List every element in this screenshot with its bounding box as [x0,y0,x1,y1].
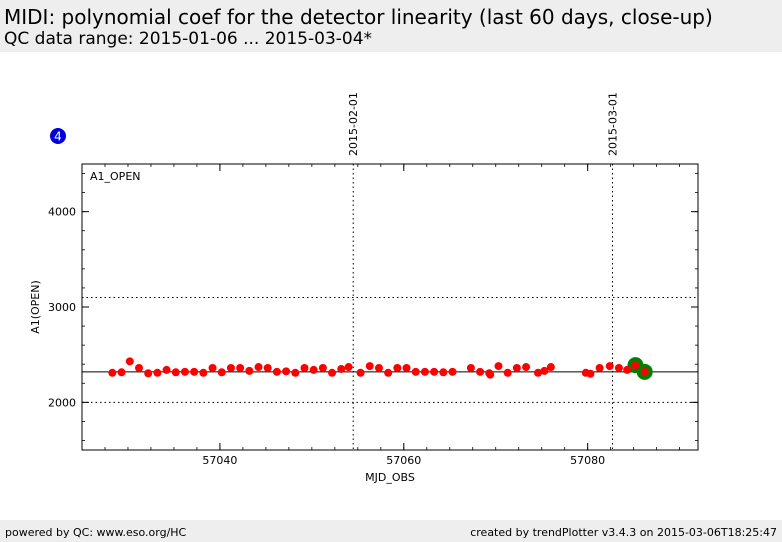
data-point [337,364,346,373]
footer-bar: powered by QC: www.eso.org/HC created by… [0,520,782,542]
header-bar: MIDI: polynomial coef for the detector l… [0,0,782,52]
data-point [190,367,199,376]
data-point [117,368,126,377]
x-tick-label: 57040 [202,454,237,467]
data-point [328,368,337,377]
x-tick-label: 57080 [570,454,605,467]
data-point [623,365,632,374]
panel-label: A1_OPEN [90,170,141,183]
data-point [263,364,272,373]
chart-area: 4 57040 57060 57080 2000 3000 4000 2015-02-01 2… [29,92,699,484]
data-point [272,367,281,376]
data-point [208,364,217,373]
page-title: MIDI: polynomial coef for the detector l… [4,5,713,29]
data-point [374,364,383,373]
data-point [254,363,263,372]
x-axis-label: MJD_OBS [365,471,415,484]
data-point [534,368,543,377]
data-point [512,364,521,373]
data-point [356,368,365,377]
data-point [153,368,162,377]
data-point [226,364,235,373]
data-point [108,368,117,377]
data-point [614,364,623,373]
data-point [540,366,549,375]
data-point [402,364,411,373]
data-point [300,364,309,373]
data-point [236,364,245,373]
y-tick-label: 3000 [48,301,76,314]
data-point [595,364,604,373]
date-marker-label: 2015-02-01 [347,92,360,156]
data-point [430,367,439,376]
data-point [344,363,353,372]
y-tick-label: 2000 [48,396,76,409]
data-point [135,364,144,373]
data-point [586,369,595,378]
data-point [144,369,153,378]
data-point [411,367,420,376]
date-marker-label: 2015-03-01 [606,92,619,156]
page-subtitle: QC data range: 2015-01-06 ... 2015-03-04… [4,29,373,49]
y-axis-label: A1(OPEN) [29,280,42,334]
y-tick-label: 4000 [48,206,76,219]
data-point [309,365,318,374]
data-point [245,366,254,375]
data-point [631,361,640,370]
badge: 4 [50,128,66,144]
data-point [384,368,393,377]
data-point [439,368,448,377]
data-point [486,370,495,379]
footer-timestamp: created by trendPlotter v3.4.3 on 2015-0… [470,526,777,539]
data-point [199,368,208,377]
data-point [180,367,189,376]
data-point [448,367,457,376]
data-point [466,364,475,373]
data-point [420,367,429,376]
data-point [503,368,512,377]
data-point [318,364,327,373]
data-point [282,367,291,376]
footer-credit: powered by QC: www.eso.org/HC [5,526,187,539]
data-point [217,368,226,377]
data-point [546,363,555,372]
data-point [125,357,134,366]
data-point [494,362,503,371]
data-point [605,362,614,371]
data-point [291,368,300,377]
data-point [476,367,485,376]
data-point [393,364,402,373]
data-point [522,363,531,372]
data-point [640,367,649,376]
badge-circle [50,128,66,144]
data-point [162,365,171,374]
data-point [365,362,374,371]
badge-label: 4 [54,130,62,144]
data-point [171,368,180,377]
plot-frame [81,163,699,451]
x-tick-label: 57060 [386,454,421,467]
